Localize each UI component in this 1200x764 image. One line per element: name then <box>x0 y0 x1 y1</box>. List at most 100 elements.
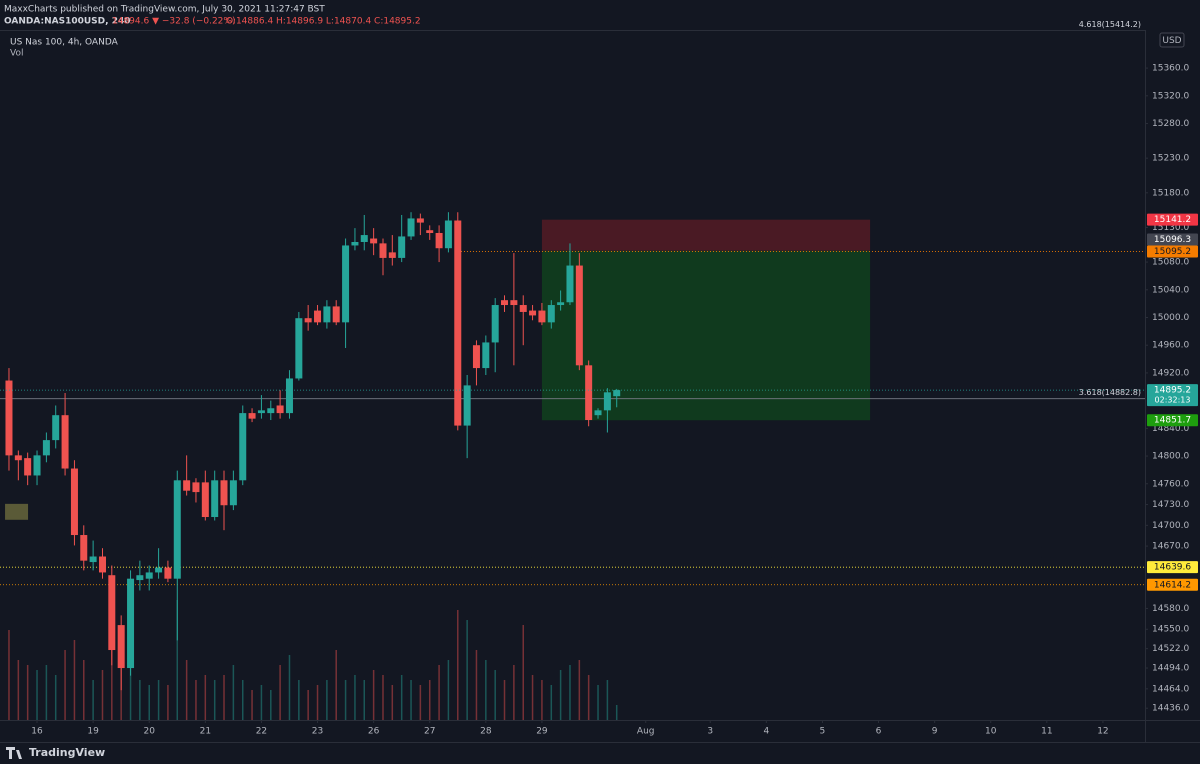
volume-bar <box>54 675 57 720</box>
volume-bar <box>232 665 235 720</box>
volume-bar <box>36 670 38 720</box>
volume-bar <box>167 685 169 720</box>
candle-body <box>342 245 350 323</box>
volume-bar <box>391 685 394 720</box>
y-tick-label: 15040.0 <box>1152 285 1189 295</box>
candle-body <box>463 385 471 426</box>
y-tick-label: 14760.0 <box>1152 479 1189 489</box>
volume-bar <box>45 665 48 720</box>
volume-bar <box>438 665 440 720</box>
volume-bar <box>111 650 113 720</box>
x-tick-label: 6 <box>876 727 882 737</box>
candle-body <box>229 480 237 506</box>
volume-bar <box>410 680 412 720</box>
level-label-box <box>1147 213 1198 226</box>
level-label-box <box>1147 233 1198 246</box>
y-tick-label: 15180.0 <box>1152 188 1189 198</box>
level-label-box <box>1147 578 1198 591</box>
candle-body <box>127 578 135 669</box>
candle-body <box>267 408 275 414</box>
volume-bar <box>101 670 104 720</box>
volume-bar <box>139 680 141 720</box>
x-tick-label: 9 <box>932 727 938 737</box>
candle-body <box>52 415 60 441</box>
volume-bar <box>8 630 10 720</box>
volume-bar <box>307 690 309 720</box>
candle-body <box>183 480 191 491</box>
y-tick-label: 14522.0 <box>1152 644 1189 654</box>
level-label: 14639.6 <box>1154 563 1191 573</box>
price-label: 14895.2 <box>1154 386 1191 396</box>
volume-bar <box>400 675 403 720</box>
x-tick-label: 29 <box>536 727 548 737</box>
y-tick-label: 14580.0 <box>1152 604 1189 614</box>
published: MaxxCharts published on TradingView.com,… <box>4 5 325 15</box>
volume-bar <box>550 685 553 720</box>
y-tick-label: 14464.0 <box>1152 684 1189 694</box>
volume-bar <box>279 665 281 720</box>
volume-bar <box>569 665 571 720</box>
candle-body <box>519 305 527 312</box>
candle-body <box>136 575 144 581</box>
volume-bar <box>531 675 534 720</box>
fib-label: 4.618(15414.2) <box>1079 20 1141 29</box>
currency[interactable]: USD <box>1162 36 1181 46</box>
zone <box>5 503 29 520</box>
ohlc: O:14886.4 H:14896.9 L:14870.4 C:14895.2 <box>226 17 421 27</box>
volume-bar <box>382 675 384 720</box>
candle-body <box>472 345 480 369</box>
volume-bar <box>597 685 599 720</box>
volume-bar <box>73 640 76 720</box>
candle-body <box>566 265 574 303</box>
volume-bar <box>195 680 197 720</box>
volume-bar <box>447 660 450 720</box>
volume-bar <box>241 680 244 720</box>
level-label: 15141.2 <box>1154 215 1191 225</box>
currency-box[interactable] <box>1159 32 1185 48</box>
y-tick-label: 14700.0 <box>1152 521 1189 531</box>
countdown: 02:32:13 <box>1155 396 1191 405</box>
y-tick-label: 15080.0 <box>1152 258 1189 268</box>
candle-body <box>575 265 583 366</box>
volume-bar <box>513 665 515 720</box>
level-label: 14614.2 <box>1154 580 1191 590</box>
candle-body <box>42 440 50 456</box>
candle-body <box>332 306 340 323</box>
volume-bar <box>475 650 478 720</box>
candle-body <box>295 318 303 379</box>
volume-bar <box>92 680 94 720</box>
candle-body <box>510 300 518 306</box>
volume-bar <box>354 675 356 720</box>
fib-label: 3.618(14882.8) <box>1079 388 1141 397</box>
candle-body <box>80 535 88 561</box>
change: 14894.6 ▼ −32.8 (−0.22%) <box>112 17 235 27</box>
candle-body <box>323 306 331 323</box>
candle-body <box>211 480 219 518</box>
volume-bar <box>578 660 581 720</box>
volume-bar <box>466 620 468 720</box>
candle-body <box>351 241 359 246</box>
candle-body <box>547 305 555 323</box>
level-label: 14851.7 <box>1154 416 1191 426</box>
candle-body <box>14 455 22 461</box>
candle-body <box>444 220 452 249</box>
volume-title: Vol <box>10 49 23 59</box>
x-tick-label: 3 <box>707 727 713 737</box>
candle-body <box>173 480 181 579</box>
series-title: US Nas 100, 4h, OANDA <box>10 38 119 48</box>
volume-bar <box>298 680 300 720</box>
y-tick-label: 14960.0 <box>1152 341 1189 351</box>
x-tick-label: 27 <box>424 727 435 737</box>
volume-bar <box>260 685 263 720</box>
volume-bar <box>288 655 291 720</box>
y-tick-label: 15360.0 <box>1152 64 1189 74</box>
candle-body <box>314 310 322 323</box>
volume-bar <box>251 690 253 720</box>
brand-logo <box>6 747 22 759</box>
candle-body <box>454 220 462 426</box>
candle-body <box>613 390 621 397</box>
candle-body <box>603 392 611 411</box>
candle-body <box>248 413 256 419</box>
volume-bar <box>326 680 328 720</box>
x-tick-label: 4 <box>763 727 769 737</box>
